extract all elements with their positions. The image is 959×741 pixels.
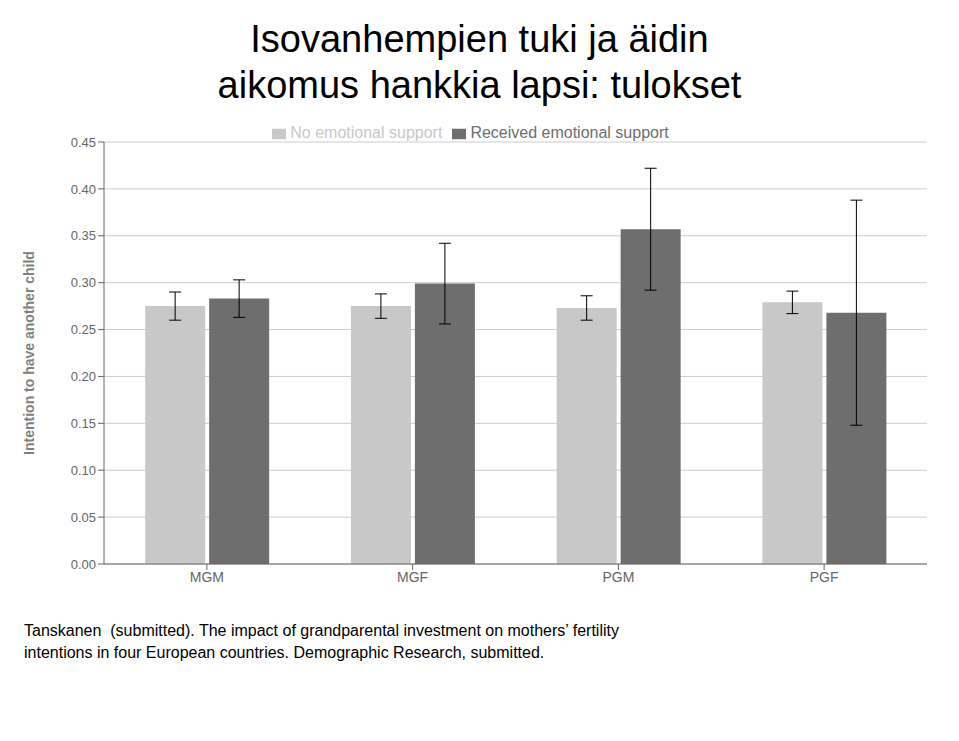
- svg-text:0.35: 0.35: [71, 228, 96, 243]
- svg-text:0.45: 0.45: [71, 135, 96, 150]
- svg-text:0.00: 0.00: [71, 557, 96, 572]
- svg-text:Intention to have another chil: Intention to have another child: [21, 251, 37, 455]
- svg-text:0.40: 0.40: [71, 182, 96, 197]
- html-text:intentions in four European co: intentions in four European countries. D…: [24, 644, 545, 661]
- svg-text:PGF: PGF: [810, 569, 839, 585]
- html-text:Received emotional support: Received emotional support: [470, 124, 669, 141]
- html-text:aikomus hankkia lapsi: tulokse: aikomus hankkia lapsi: tulokset: [217, 64, 742, 106]
- svg-text:0.10: 0.10: [71, 463, 96, 478]
- svg-text:MGM: MGM: [190, 569, 224, 585]
- svg-text:0.25: 0.25: [71, 322, 96, 337]
- svg-text:0.15: 0.15: [71, 416, 96, 431]
- svg-text:MGF: MGF: [397, 569, 428, 585]
- html-text:Tanskanen (submitted). The imp: Tanskanen (submitted). The impact of gra…: [24, 622, 619, 639]
- svg-text:0.05: 0.05: [71, 510, 96, 525]
- html-text:No emotional support: No emotional support: [290, 124, 443, 141]
- svg-text:PGM: PGM: [602, 569, 634, 585]
- svg-text:0.20: 0.20: [71, 369, 96, 384]
- svg-text:0.30: 0.30: [71, 275, 96, 290]
- html-text:Isovanhempien tuki ja äidin: Isovanhempien tuki ja äidin: [250, 18, 709, 60]
